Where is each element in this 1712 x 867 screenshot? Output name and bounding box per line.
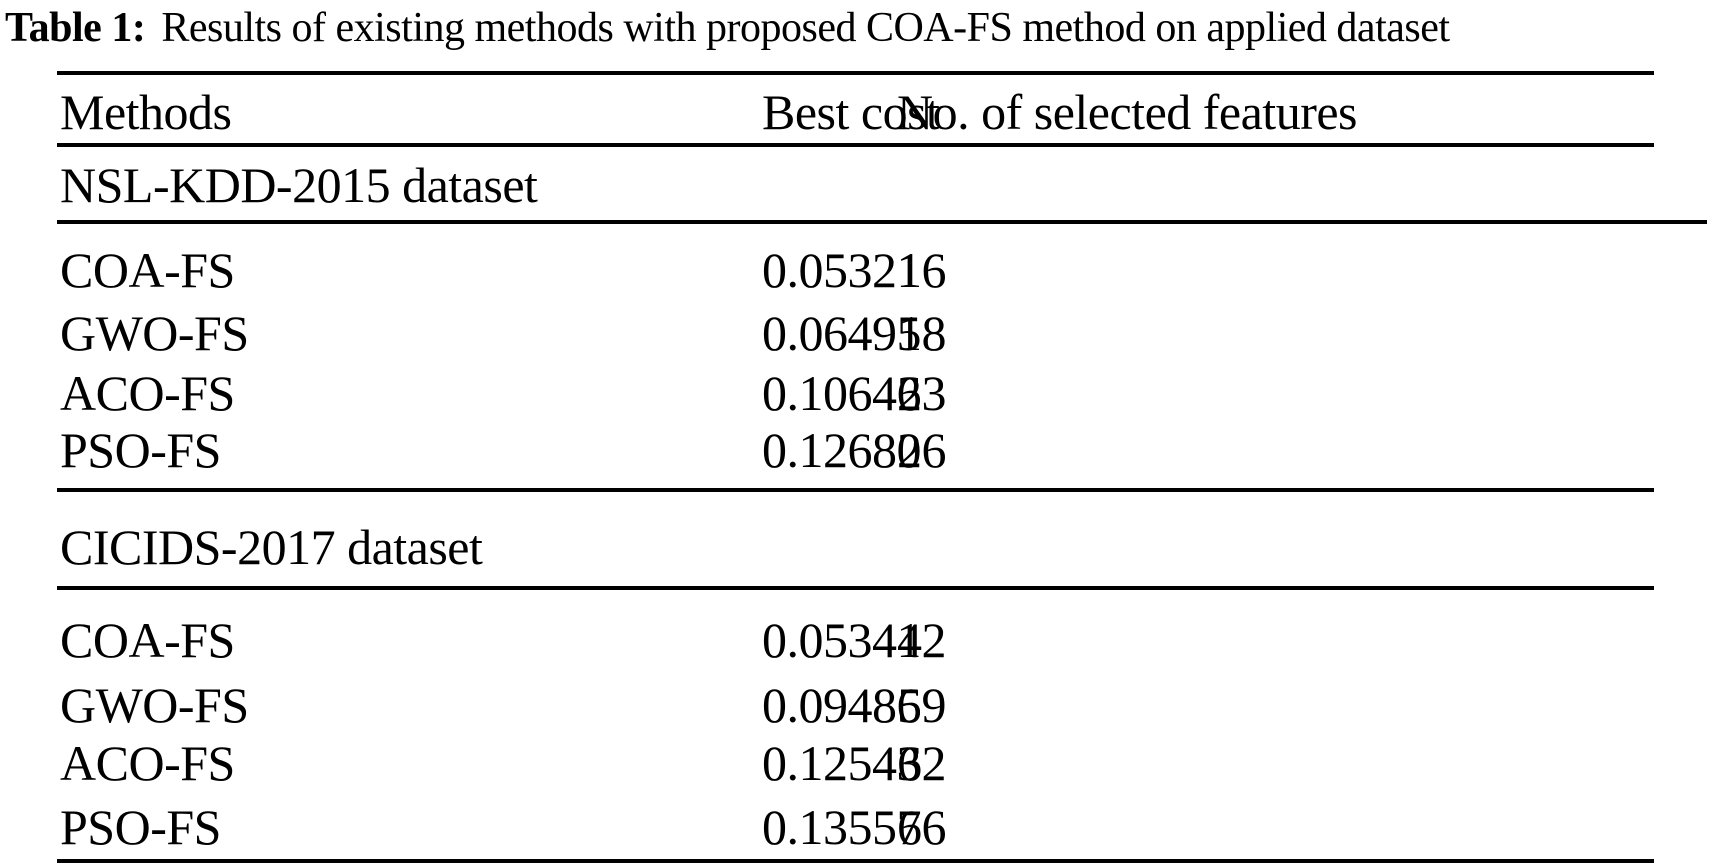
cell-selected-features: 59 xyxy=(897,677,947,733)
rule-above-section-2 xyxy=(57,488,1654,492)
cell-method: GWO-FS xyxy=(60,677,249,733)
cell-best-cost: 0.13557 xyxy=(762,799,922,855)
column-header-selected-features: No. of selected features xyxy=(897,84,1358,140)
rule-top xyxy=(57,71,1654,75)
section-header-row: NSL-KDD-2015 dataset xyxy=(0,160,1712,210)
rule-below-header xyxy=(57,143,1654,147)
cell-selected-features: 16 xyxy=(897,242,947,298)
cell-best-cost: 0.12543 xyxy=(762,735,922,791)
rule-below-section-2 xyxy=(57,586,1654,590)
cell-selected-features: 23 xyxy=(897,365,947,421)
table-caption-text: Results of existing methods with propose… xyxy=(161,5,1450,51)
cell-method: ACO-FS xyxy=(60,365,235,421)
cell-method: COA-FS xyxy=(60,242,235,298)
cell-selected-features: 18 xyxy=(897,305,947,361)
cell-selected-features: 62 xyxy=(897,735,947,791)
section-header-nsl-kdd: NSL-KDD-2015 dataset xyxy=(60,157,538,213)
table-row: COA-FS 0.05321 16 xyxy=(0,245,1712,295)
table-row: GWO-FS 0.09486 59 xyxy=(0,680,1712,730)
section-header-cicids: CICIDS-2017 dataset xyxy=(60,519,483,575)
cell-selected-features: 42 xyxy=(897,612,947,668)
cell-best-cost: 0.05321 xyxy=(762,242,922,298)
column-header-methods: Methods xyxy=(60,84,232,140)
table-caption: Table 1: Results of existing methods with… xyxy=(5,2,1450,54)
cell-selected-features: 66 xyxy=(897,799,947,855)
cell-best-cost: 0.06495 xyxy=(762,305,922,361)
table-row: ACO-FS 0.10646 23 xyxy=(0,368,1712,418)
cell-best-cost: 0.12680 xyxy=(762,422,922,478)
rule-below-section-1 xyxy=(57,220,1707,224)
table-row: PSO-FS 0.13557 66 xyxy=(0,802,1712,852)
table-row: ACO-FS 0.12543 62 xyxy=(0,738,1712,788)
rule-bottom xyxy=(57,859,1654,863)
table-row: COA-FS 0.05341 42 xyxy=(0,615,1712,665)
cell-method: PSO-FS xyxy=(60,422,222,478)
cell-method: COA-FS xyxy=(60,612,235,668)
cell-selected-features: 26 xyxy=(897,422,947,478)
cell-best-cost: 0.05341 xyxy=(762,612,922,668)
cell-method: ACO-FS xyxy=(60,735,235,791)
table-row: GWO-FS 0.06495 18 xyxy=(0,308,1712,358)
cell-method: PSO-FS xyxy=(60,799,222,855)
column-header-row: Methods Best cost No. of selected featur… xyxy=(0,87,1712,137)
cell-best-cost: 0.09486 xyxy=(762,677,922,733)
cell-method: GWO-FS xyxy=(60,305,249,361)
table-caption-label: Table 1: xyxy=(5,5,146,51)
section-header-row: CICIDS-2017 dataset xyxy=(0,522,1712,572)
cell-best-cost: 0.10646 xyxy=(762,365,922,421)
table-row: PSO-FS 0.12680 26 xyxy=(0,425,1712,475)
column-header-best-cost: Best cost xyxy=(762,84,940,140)
